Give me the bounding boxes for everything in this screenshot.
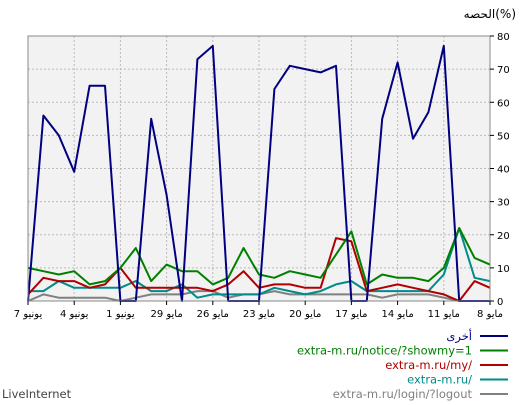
y-axis-label: الحصه(%)	[464, 7, 516, 21]
series-line-1	[27, 227, 491, 286]
x-tick-label: 1 يونيو	[106, 309, 135, 320]
y-tick-label: 80	[497, 32, 510, 43]
x-axis: 8 مايو 11 مايو 14 مايو 17 مايو 20 مايو 23 ماي…	[14, 301, 503, 320]
x-tick-label: 17 مايو	[335, 309, 367, 320]
y-tick-label: 20	[497, 231, 510, 242]
legend-label: extra-m.ru/my/	[385, 358, 472, 372]
y-tick-label: 60	[497, 98, 510, 109]
x-tick-label: 11 مايو	[428, 309, 460, 320]
y-axis: 0 10 20 30 40 50 60 70 80	[490, 32, 510, 308]
x-tick-label: 29 مايو	[150, 309, 182, 320]
x-tick-label: 4 يونيو	[60, 309, 89, 320]
y-tick-label: 10	[497, 264, 510, 275]
brand-watermark: LiveInternet	[2, 387, 72, 401]
x-tick-label: 26 مايو	[197, 309, 229, 320]
legend-label: extra-m.ru/notice/?showmy=1	[297, 344, 472, 358]
x-tick-label: 23 مايو	[243, 309, 275, 320]
x-tick-label: 8 مايو	[477, 309, 503, 320]
y-tick-label: 30	[497, 198, 510, 209]
legend-label: أخرى	[446, 328, 472, 344]
x-tick-label: 20 مايو	[289, 309, 321, 320]
legend-label: extra-m.ru/login/?logout	[333, 387, 473, 401]
y-tick-label: 0	[497, 297, 503, 308]
grid	[27, 36, 491, 301]
legend-label: extra-m.ru/	[407, 373, 472, 387]
y-tick-label: 70	[497, 65, 510, 76]
x-tick-label: 7 يونيو	[14, 309, 43, 320]
y-tick-label: 40	[497, 165, 510, 176]
y-tick-label: 50	[497, 131, 510, 142]
x-tick-label: 14 مايو	[381, 309, 413, 320]
legend: أخرىextra-m.ru/notice/?showmy=1extra-m.r…	[297, 328, 508, 401]
